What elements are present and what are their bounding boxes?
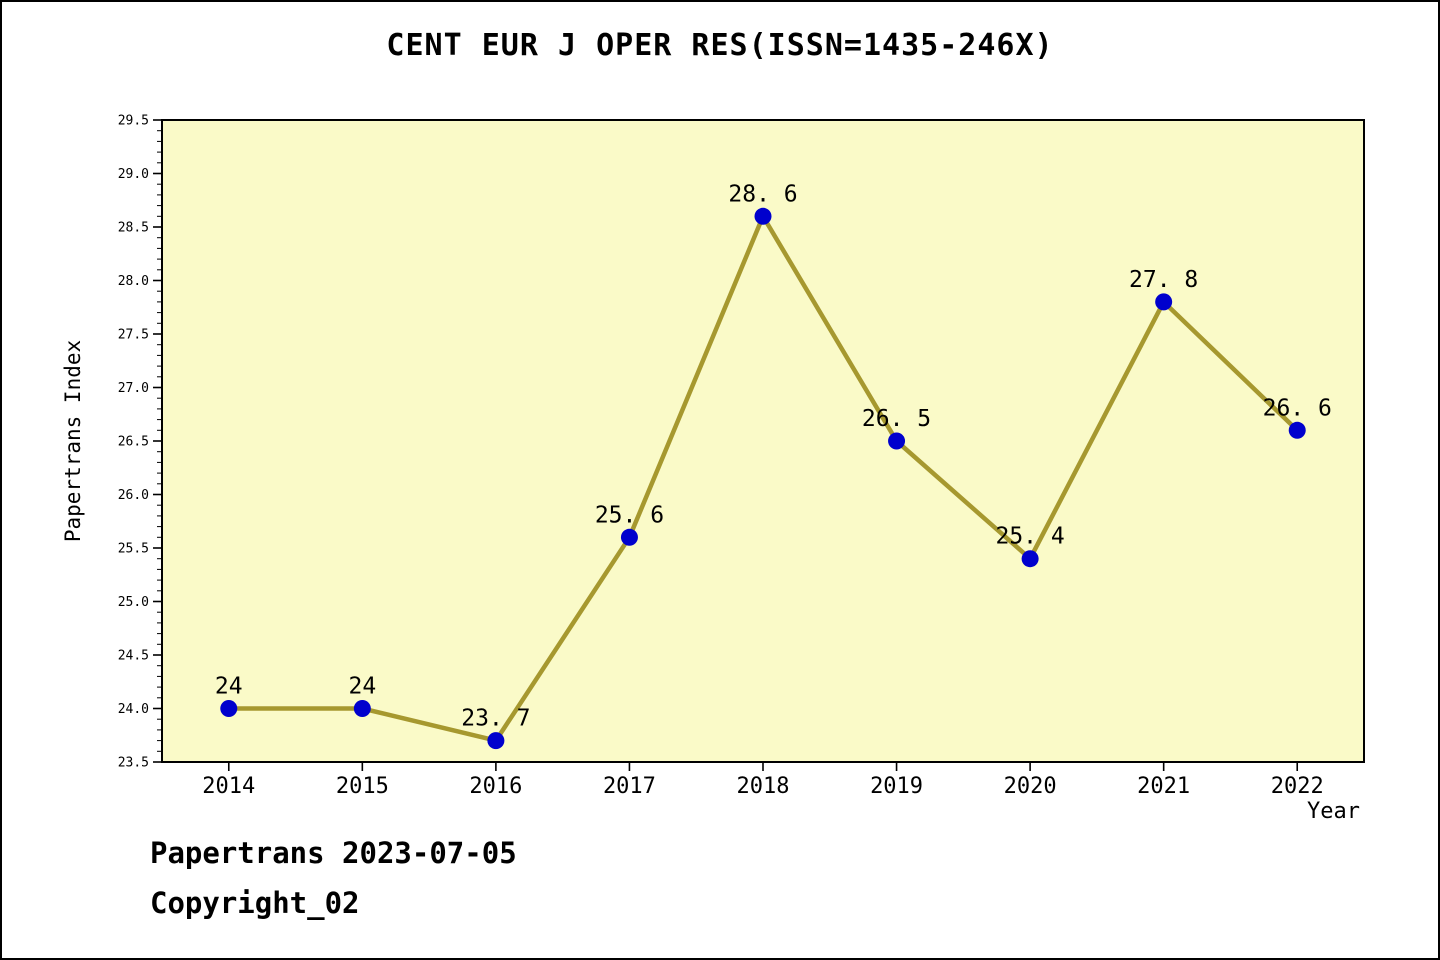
y-tick-label: 26.0 xyxy=(118,488,149,503)
data-point xyxy=(1288,421,1306,439)
plot-background xyxy=(162,120,1364,762)
data-point xyxy=(754,207,772,225)
y-tick-label: 28.0 xyxy=(118,274,149,289)
y-tick-label: 23.5 xyxy=(118,756,149,771)
data-point-label: 28. 6 xyxy=(728,181,797,207)
data-point xyxy=(620,528,638,546)
x-tick-label: 2014 xyxy=(202,774,255,799)
footer-date: Papertrans 2023-07-05 xyxy=(150,836,517,870)
data-point-label: 26. 5 xyxy=(862,406,931,432)
x-tick-label: 2018 xyxy=(737,774,790,799)
x-tick-label: 2020 xyxy=(1004,774,1057,799)
x-tick-label: 2019 xyxy=(870,774,923,799)
data-point-label: 24 xyxy=(215,674,243,700)
data-point-label: 25. 6 xyxy=(595,502,664,528)
footer-copyright: Copyright_02 xyxy=(150,886,360,920)
y-tick-label: 29.5 xyxy=(118,114,149,129)
data-point-label: 23. 7 xyxy=(461,706,530,732)
y-tick-label: 27.5 xyxy=(118,328,149,343)
data-point xyxy=(353,700,371,717)
plot-area-group: 23.5 24.0 24.5 25.0 25.5 26.0 26.5 27.0 27.5 28.0… xyxy=(118,114,1365,799)
x-tick-label: 2021 xyxy=(1137,774,1190,799)
data-point xyxy=(220,700,238,717)
data-point-label: 27. 8 xyxy=(1129,267,1198,293)
x-tick-label: 2016 xyxy=(469,774,522,799)
y-tick-label: 26.5 xyxy=(118,435,149,450)
y-tick-label: 25.5 xyxy=(118,542,149,557)
data-point xyxy=(1021,550,1039,568)
data-point xyxy=(1155,293,1173,311)
x-tick-label: 2017 xyxy=(603,774,656,799)
y-tick-label: 29.0 xyxy=(118,167,149,182)
y-tick-label: 28.5 xyxy=(118,221,149,236)
y-axis-label: Papertrans Index xyxy=(61,340,85,542)
y-tick-label: 24.0 xyxy=(118,702,149,717)
x-axis-label: Year xyxy=(1307,799,1360,824)
y-tick-label: 25.0 xyxy=(118,595,149,610)
data-point xyxy=(487,732,505,750)
y-tick-label: 24.5 xyxy=(118,649,149,664)
chart-title: CENT EUR J OPER RES(ISSN=1435-246X) xyxy=(386,28,1054,63)
data-point-label: 25. 4 xyxy=(995,524,1064,550)
data-point-label: 26. 6 xyxy=(1263,395,1332,421)
data-point-label: 24 xyxy=(348,674,376,700)
x-tick-label: 2022 xyxy=(1271,774,1324,799)
plot-frame xyxy=(161,119,1365,763)
y-tick-label: 27.0 xyxy=(118,381,149,396)
data-point xyxy=(888,432,906,450)
x-tick-label: 2015 xyxy=(336,774,389,799)
